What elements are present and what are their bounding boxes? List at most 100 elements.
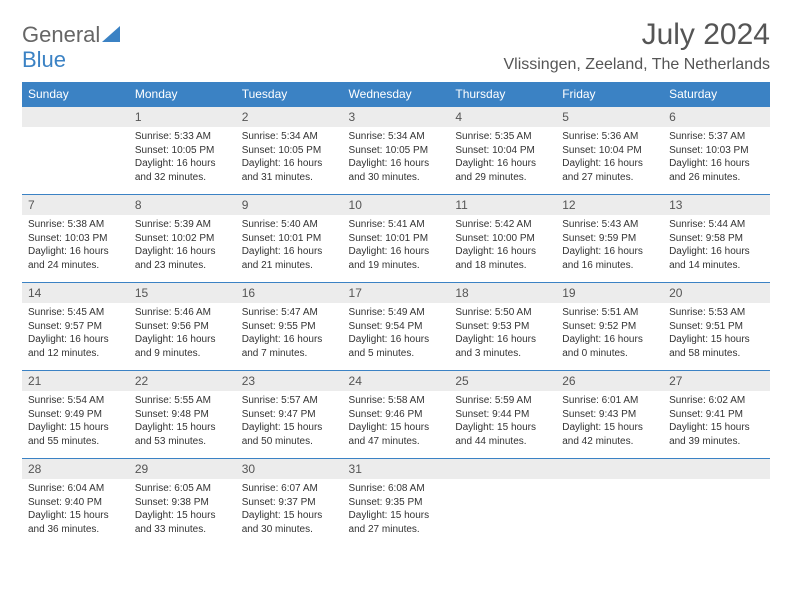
calendar-row: 21Sunrise: 5:54 AMSunset: 9:49 PMDayligh…: [22, 370, 770, 458]
calendar-cell: 14Sunrise: 5:45 AMSunset: 9:57 PMDayligh…: [22, 282, 129, 370]
calendar-cell: 30Sunrise: 6:07 AMSunset: 9:37 PMDayligh…: [236, 458, 343, 546]
day-number: 4: [449, 106, 556, 127]
day-number: 14: [22, 282, 129, 303]
day-number: 1: [129, 106, 236, 127]
day-number: 26: [556, 370, 663, 391]
day-content: Sunrise: 5:47 AMSunset: 9:55 PMDaylight:…: [236, 303, 343, 366]
day-content: Sunrise: 5:37 AMSunset: 10:03 PMDaylight…: [663, 127, 770, 190]
day-content: Sunrise: 5:43 AMSunset: 9:59 PMDaylight:…: [556, 215, 663, 278]
weekday-friday: Friday: [556, 82, 663, 106]
day-content: Sunrise: 5:40 AMSunset: 10:01 PMDaylight…: [236, 215, 343, 278]
logo-triangle-icon: [102, 26, 120, 42]
weekday-header-row: SundayMondayTuesdayWednesdayThursdayFrid…: [22, 82, 770, 106]
day-content: Sunrise: 6:08 AMSunset: 9:35 PMDaylight:…: [343, 479, 450, 542]
day-number: 6: [663, 106, 770, 127]
calendar-table: SundayMondayTuesdayWednesdayThursdayFrid…: [22, 82, 770, 546]
day-number: 23: [236, 370, 343, 391]
day-number: 5: [556, 106, 663, 127]
day-content: Sunrise: 6:04 AMSunset: 9:40 PMDaylight:…: [22, 479, 129, 542]
calendar-cell: 29Sunrise: 6:05 AMSunset: 9:38 PMDayligh…: [129, 458, 236, 546]
calendar-cell: 25Sunrise: 5:59 AMSunset: 9:44 PMDayligh…: [449, 370, 556, 458]
day-content: Sunrise: 6:02 AMSunset: 9:41 PMDaylight:…: [663, 391, 770, 454]
day-content: Sunrise: 6:07 AMSunset: 9:37 PMDaylight:…: [236, 479, 343, 542]
day-number: 22: [129, 370, 236, 391]
day-number-empty: [556, 458, 663, 479]
logo-general: General: [22, 22, 100, 47]
calendar-cell: 16Sunrise: 5:47 AMSunset: 9:55 PMDayligh…: [236, 282, 343, 370]
day-content: Sunrise: 5:55 AMSunset: 9:48 PMDaylight:…: [129, 391, 236, 454]
day-content: Sunrise: 5:49 AMSunset: 9:54 PMDaylight:…: [343, 303, 450, 366]
day-number: 21: [22, 370, 129, 391]
day-content: Sunrise: 5:58 AMSunset: 9:46 PMDaylight:…: [343, 391, 450, 454]
day-number: 8: [129, 194, 236, 215]
day-content: Sunrise: 5:41 AMSunset: 10:01 PMDaylight…: [343, 215, 450, 278]
location-label: Vlissingen, Zeeland, The Netherlands: [503, 56, 770, 74]
calendar-cell: 13Sunrise: 5:44 AMSunset: 9:58 PMDayligh…: [663, 194, 770, 282]
day-number: 18: [449, 282, 556, 303]
calendar-cell: 10Sunrise: 5:41 AMSunset: 10:01 PMDaylig…: [343, 194, 450, 282]
calendar-cell: 31Sunrise: 6:08 AMSunset: 9:35 PMDayligh…: [343, 458, 450, 546]
day-number: 27: [663, 370, 770, 391]
day-content: Sunrise: 5:33 AMSunset: 10:05 PMDaylight…: [129, 127, 236, 190]
calendar-cell: 7Sunrise: 5:38 AMSunset: 10:03 PMDayligh…: [22, 194, 129, 282]
day-number: 30: [236, 458, 343, 479]
day-number: 9: [236, 194, 343, 215]
day-number-empty: [449, 458, 556, 479]
calendar-cell: 17Sunrise: 5:49 AMSunset: 9:54 PMDayligh…: [343, 282, 450, 370]
calendar-body: 1Sunrise: 5:33 AMSunset: 10:05 PMDayligh…: [22, 106, 770, 546]
calendar-row: 1Sunrise: 5:33 AMSunset: 10:05 PMDayligh…: [22, 106, 770, 194]
calendar-cell: 11Sunrise: 5:42 AMSunset: 10:00 PMDaylig…: [449, 194, 556, 282]
day-content: Sunrise: 5:51 AMSunset: 9:52 PMDaylight:…: [556, 303, 663, 366]
weekday-saturday: Saturday: [663, 82, 770, 106]
day-number: 17: [343, 282, 450, 303]
day-content: Sunrise: 6:05 AMSunset: 9:38 PMDaylight:…: [129, 479, 236, 542]
day-number: 12: [556, 194, 663, 215]
day-number: 25: [449, 370, 556, 391]
calendar-cell: 22Sunrise: 5:55 AMSunset: 9:48 PMDayligh…: [129, 370, 236, 458]
day-content: Sunrise: 5:46 AMSunset: 9:56 PMDaylight:…: [129, 303, 236, 366]
calendar-cell: 4Sunrise: 5:35 AMSunset: 10:04 PMDayligh…: [449, 106, 556, 194]
calendar-cell: 5Sunrise: 5:36 AMSunset: 10:04 PMDayligh…: [556, 106, 663, 194]
header: General Blue July 2024 Vlissingen, Zeela…: [22, 18, 770, 74]
day-number: 24: [343, 370, 450, 391]
day-number-empty: [22, 106, 129, 127]
day-number: 29: [129, 458, 236, 479]
calendar-cell: 26Sunrise: 6:01 AMSunset: 9:43 PMDayligh…: [556, 370, 663, 458]
day-content: Sunrise: 5:50 AMSunset: 9:53 PMDaylight:…: [449, 303, 556, 366]
calendar-cell: 2Sunrise: 5:34 AMSunset: 10:05 PMDayligh…: [236, 106, 343, 194]
calendar-cell: 15Sunrise: 5:46 AMSunset: 9:56 PMDayligh…: [129, 282, 236, 370]
page-title: July 2024: [503, 18, 770, 52]
day-number: 11: [449, 194, 556, 215]
day-number: 15: [129, 282, 236, 303]
day-number: 13: [663, 194, 770, 215]
day-content: Sunrise: 5:44 AMSunset: 9:58 PMDaylight:…: [663, 215, 770, 278]
day-content: Sunrise: 5:45 AMSunset: 9:57 PMDaylight:…: [22, 303, 129, 366]
calendar-cell: 24Sunrise: 5:58 AMSunset: 9:46 PMDayligh…: [343, 370, 450, 458]
calendar-cell: 27Sunrise: 6:02 AMSunset: 9:41 PMDayligh…: [663, 370, 770, 458]
day-content: Sunrise: 5:35 AMSunset: 10:04 PMDaylight…: [449, 127, 556, 190]
weekday-monday: Monday: [129, 82, 236, 106]
day-number: 19: [556, 282, 663, 303]
day-number: 3: [343, 106, 450, 127]
calendar-cell: 3Sunrise: 5:34 AMSunset: 10:05 PMDayligh…: [343, 106, 450, 194]
day-content: Sunrise: 5:34 AMSunset: 10:05 PMDaylight…: [236, 127, 343, 190]
day-content: Sunrise: 5:57 AMSunset: 9:47 PMDaylight:…: [236, 391, 343, 454]
calendar-cell: 1Sunrise: 5:33 AMSunset: 10:05 PMDayligh…: [129, 106, 236, 194]
day-number: 2: [236, 106, 343, 127]
calendar-cell: 12Sunrise: 5:43 AMSunset: 9:59 PMDayligh…: [556, 194, 663, 282]
weekday-sunday: Sunday: [22, 82, 129, 106]
calendar-row: 7Sunrise: 5:38 AMSunset: 10:03 PMDayligh…: [22, 194, 770, 282]
day-number: 16: [236, 282, 343, 303]
title-block: July 2024 Vlissingen, Zeeland, The Nethe…: [503, 18, 770, 74]
calendar-row: 14Sunrise: 5:45 AMSunset: 9:57 PMDayligh…: [22, 282, 770, 370]
calendar-cell: 8Sunrise: 5:39 AMSunset: 10:02 PMDayligh…: [129, 194, 236, 282]
calendar-cell: [449, 458, 556, 546]
day-number: 28: [22, 458, 129, 479]
calendar-cell: [663, 458, 770, 546]
day-content: Sunrise: 5:38 AMSunset: 10:03 PMDaylight…: [22, 215, 129, 278]
calendar-cell: 19Sunrise: 5:51 AMSunset: 9:52 PMDayligh…: [556, 282, 663, 370]
logo-blue: Blue: [22, 47, 66, 72]
day-content: Sunrise: 5:53 AMSunset: 9:51 PMDaylight:…: [663, 303, 770, 366]
calendar-row: 28Sunrise: 6:04 AMSunset: 9:40 PMDayligh…: [22, 458, 770, 546]
weekday-wednesday: Wednesday: [343, 82, 450, 106]
